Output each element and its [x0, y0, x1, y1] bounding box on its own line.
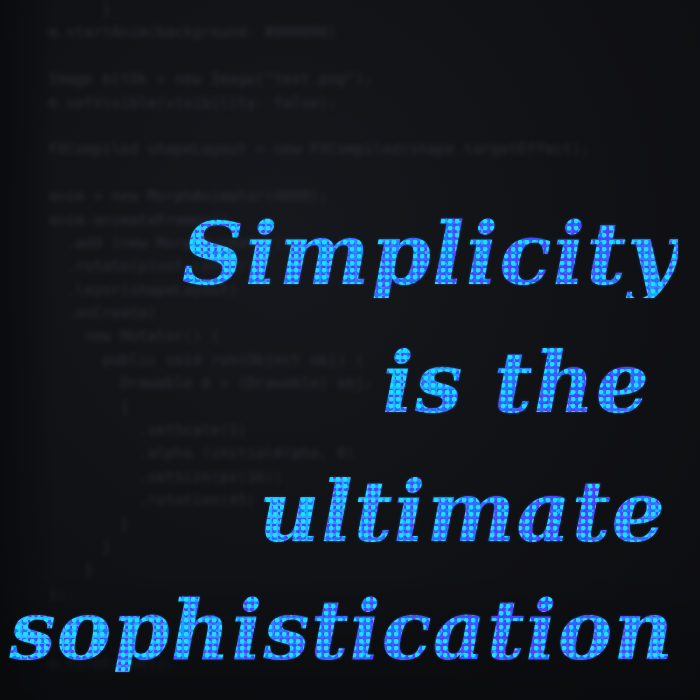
code-line — [30, 115, 700, 138]
code-line: FXCompiled shapeLayout = new FXCompiled(… — [30, 140, 590, 159]
quote-line-2: is the — [382, 333, 650, 432]
code-line: } — [30, 0, 112, 18]
code-line: m.setVisible(visibility: false); — [30, 93, 338, 112]
quote-line-3: ultimate — [258, 462, 666, 561]
code-line — [30, 45, 700, 68]
code-line: Image bitOk = new Image("text.png"); — [30, 70, 374, 89]
quote-line-1: Simplicity — [182, 204, 678, 305]
code-line: m.startAnim(background: #000000) — [30, 23, 338, 42]
code-line — [30, 162, 700, 185]
code-line: } — [30, 561, 94, 580]
code-line: .onCreate( — [30, 304, 157, 323]
quote-line-4: sophistication — [9, 583, 674, 679]
